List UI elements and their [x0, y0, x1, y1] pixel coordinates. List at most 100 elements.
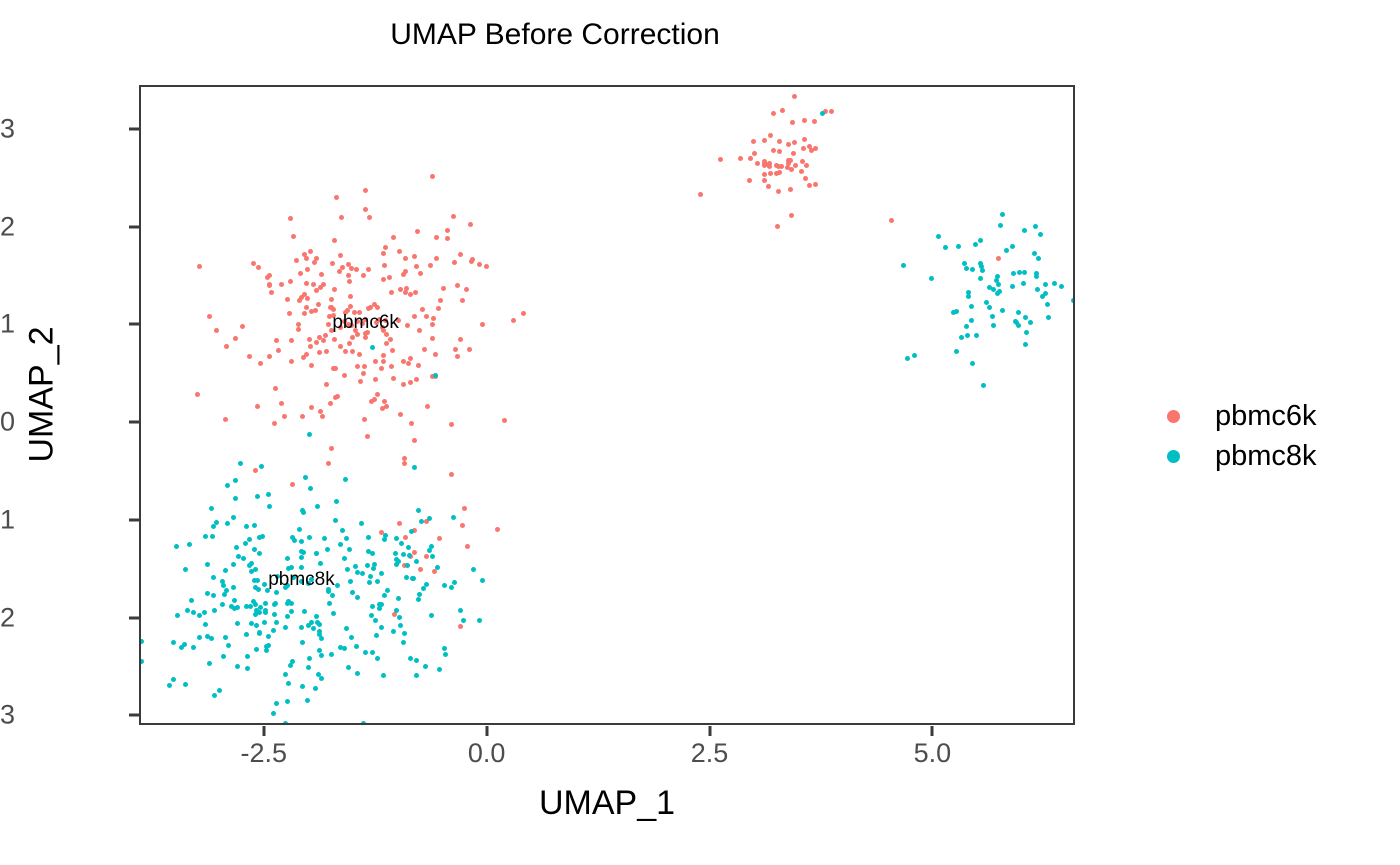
- data-point: [430, 335, 436, 341]
- data-point: [400, 640, 406, 646]
- data-point: [1003, 248, 1009, 253]
- data-point: [229, 603, 235, 609]
- data-point: [367, 579, 373, 585]
- data-point: [284, 555, 290, 561]
- data-point: [316, 631, 322, 637]
- data-point: [317, 285, 323, 291]
- data-point: [405, 361, 411, 367]
- data-point: [455, 283, 460, 289]
- data-point: [188, 598, 194, 604]
- data-point: [448, 472, 454, 478]
- data-point: [321, 281, 327, 287]
- data-point: [253, 607, 259, 613]
- data-point: [294, 258, 300, 264]
- data-point: [273, 590, 279, 596]
- data-point: [521, 311, 526, 317]
- data-point: [328, 296, 334, 302]
- data-point: [252, 567, 258, 572]
- legend-item-pbmc8k[interactable]: pbmc8k: [1155, 436, 1317, 476]
- data-point: [424, 314, 430, 319]
- data-point: [262, 619, 268, 625]
- data-point: [221, 583, 227, 588]
- data-point: [330, 313, 336, 319]
- data-point: [384, 340, 390, 346]
- data-point: [980, 268, 986, 274]
- data-point: [361, 417, 367, 423]
- legend-label-pbmc6k: pbmc6k: [1215, 399, 1317, 432]
- data-point: [257, 631, 263, 637]
- legend-item-pbmc6k[interactable]: pbmc6k: [1155, 396, 1317, 436]
- data-point: [382, 537, 387, 542]
- data-point: [266, 634, 272, 640]
- data-point: [984, 299, 990, 305]
- data-point: [211, 608, 217, 614]
- data-point: [770, 111, 776, 117]
- data-point: [355, 319, 361, 325]
- legend: pbmc6k pbmc8k: [1155, 396, 1317, 476]
- data-point: [393, 535, 399, 541]
- data-point: [459, 297, 465, 303]
- data-point: [247, 563, 253, 569]
- data-point: [196, 635, 202, 641]
- data-point: [434, 256, 439, 262]
- data-point: [365, 549, 371, 555]
- data-point: [382, 245, 388, 250]
- data-point: [785, 158, 791, 164]
- data-point: [343, 535, 349, 541]
- data-point: [396, 615, 402, 621]
- data-point: [416, 362, 422, 368]
- y-tick-label: -3: [0, 699, 15, 730]
- data-point: [820, 110, 826, 116]
- data-point: [990, 322, 996, 328]
- data-point: [416, 592, 422, 597]
- data-point: [331, 337, 337, 343]
- data-point: [412, 550, 418, 555]
- data-point: [348, 294, 354, 299]
- data-point: [332, 365, 338, 371]
- data-point: [214, 328, 220, 333]
- data-point: [402, 269, 408, 275]
- data-point: [141, 638, 144, 644]
- data-point: [398, 623, 403, 629]
- data-point: [256, 264, 262, 270]
- data-point: [397, 412, 403, 418]
- data-point: [171, 676, 177, 682]
- data-point: [412, 465, 418, 470]
- data-point: [411, 575, 417, 581]
- data-point: [381, 592, 387, 598]
- plot-panel: pbmc6k pbmc8k: [139, 85, 1075, 725]
- data-point: [289, 565, 294, 571]
- data-point: [346, 278, 352, 284]
- data-point: [403, 534, 409, 540]
- data-point: [304, 295, 310, 301]
- data-point: [301, 291, 307, 297]
- y-tick-label: 2: [0, 211, 15, 242]
- data-point: [380, 276, 386, 282]
- y-tick-mark: [129, 713, 139, 717]
- data-point: [1034, 270, 1040, 276]
- data-point: [306, 432, 312, 437]
- data-point: [409, 529, 415, 535]
- data-point: [748, 156, 754, 162]
- data-point: [243, 631, 249, 637]
- data-point: [248, 568, 254, 574]
- data-point: [484, 264, 490, 269]
- data-point: [252, 585, 258, 591]
- data-point: [195, 392, 201, 398]
- data-point: [434, 235, 439, 240]
- data-point: [255, 587, 261, 593]
- data-point: [313, 287, 319, 293]
- data-point: [936, 234, 941, 240]
- x-tick-label: 5.0: [913, 738, 952, 768]
- data-point: [286, 681, 291, 686]
- data-point: [380, 327, 386, 333]
- data-point: [451, 515, 457, 521]
- data-point: [421, 586, 427, 591]
- data-point: [432, 351, 438, 357]
- data-point: [349, 335, 355, 341]
- data-point: [828, 109, 834, 114]
- data-point: [1035, 256, 1041, 261]
- data-point: [424, 404, 430, 410]
- data-point: [381, 251, 387, 256]
- data-point: [773, 162, 779, 168]
